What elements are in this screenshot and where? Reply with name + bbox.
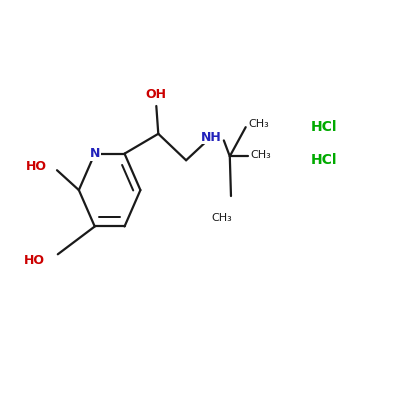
Text: NH: NH bbox=[201, 131, 222, 144]
Text: N: N bbox=[90, 147, 100, 160]
Text: CH₃: CH₃ bbox=[248, 119, 269, 129]
Text: CH₃: CH₃ bbox=[212, 213, 233, 223]
Text: HCl: HCl bbox=[311, 153, 338, 167]
Text: HO: HO bbox=[24, 254, 44, 268]
Text: HO: HO bbox=[26, 160, 47, 173]
Text: OH: OH bbox=[146, 88, 167, 100]
Text: HCl: HCl bbox=[311, 120, 338, 134]
Text: CH₃: CH₃ bbox=[250, 150, 271, 160]
